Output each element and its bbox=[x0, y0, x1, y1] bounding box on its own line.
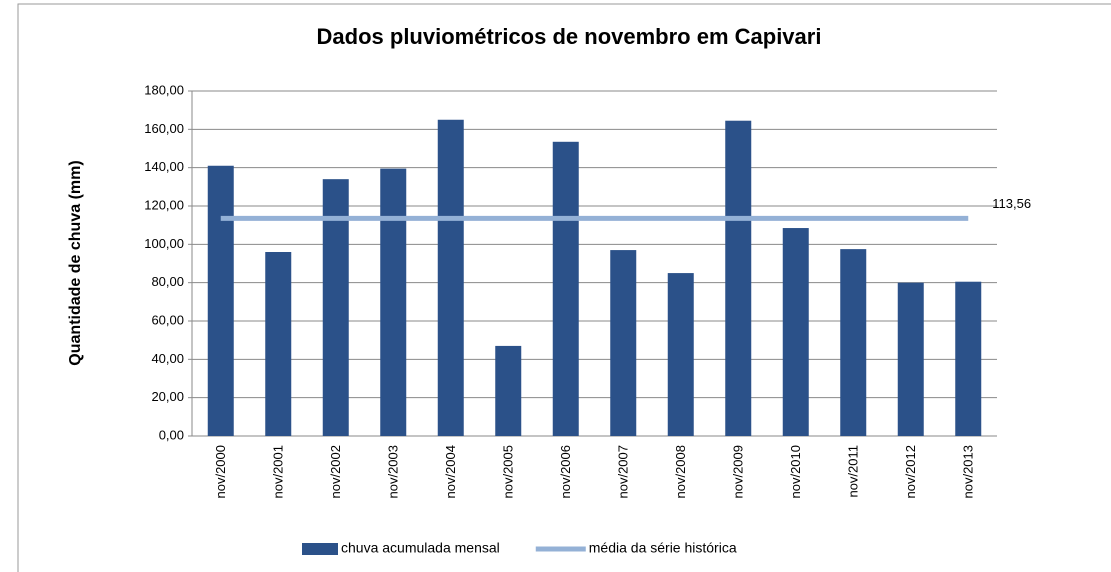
x-tick-label: nov/2011 bbox=[846, 445, 861, 498]
bar bbox=[265, 252, 292, 436]
data-label: 113,56 bbox=[992, 196, 1031, 211]
y-tick-label: 0,00 bbox=[159, 427, 184, 442]
y-tick-label: 20,00 bbox=[151, 389, 184, 404]
bar bbox=[897, 282, 924, 436]
bar bbox=[207, 165, 234, 436]
y-axis-title: Quantidade de chuva (mm) bbox=[67, 160, 84, 365]
y-tick-label: 140,00 bbox=[144, 159, 184, 174]
chart-border bbox=[17, 3, 1111, 572]
bar bbox=[322, 179, 349, 436]
x-tick-label: nov/2001 bbox=[271, 445, 286, 499]
y-tick-label: 180,00 bbox=[144, 82, 184, 97]
y-tick-label: 80,00 bbox=[151, 274, 184, 289]
bar bbox=[437, 119, 464, 436]
x-tick-label: nov/2006 bbox=[558, 445, 573, 499]
x-tick-label: nov/2000 bbox=[213, 445, 228, 499]
x-tick-label: nov/2002 bbox=[328, 445, 343, 499]
bar bbox=[380, 168, 407, 436]
x-tick-label: nov/2013 bbox=[961, 445, 976, 499]
legend-label: média da série histórica bbox=[589, 540, 737, 556]
y-tick-label: 60,00 bbox=[151, 312, 184, 327]
bar bbox=[725, 120, 752, 436]
x-tick-label: nov/2008 bbox=[673, 445, 688, 499]
y-tick-label: 160,00 bbox=[144, 121, 184, 136]
x-tick-label: nov/2005 bbox=[501, 445, 516, 499]
bar bbox=[955, 281, 982, 436]
x-tick-label: nov/2003 bbox=[386, 445, 401, 499]
y-tick-label: 40,00 bbox=[151, 351, 184, 366]
x-tick-label: nov/2010 bbox=[788, 445, 803, 499]
bar bbox=[610, 250, 637, 436]
y-tick-label: 120,00 bbox=[144, 197, 184, 212]
y-tick-label: 100,00 bbox=[144, 236, 184, 251]
bar bbox=[552, 141, 579, 436]
legend-swatch bbox=[302, 543, 338, 555]
bar bbox=[667, 273, 694, 436]
x-tick-label: nov/2009 bbox=[731, 445, 746, 499]
bar bbox=[782, 228, 809, 436]
x-tick-label: nov/2004 bbox=[443, 445, 458, 499]
x-tick-label: nov/2012 bbox=[903, 445, 918, 499]
bar bbox=[495, 345, 522, 436]
bar bbox=[840, 249, 867, 436]
chart-title: Dados pluviométricos de novembro em Capi… bbox=[317, 24, 822, 49]
x-tick-label: nov/2007 bbox=[616, 445, 631, 499]
legend-label: chuva acumulada mensal bbox=[341, 540, 500, 556]
